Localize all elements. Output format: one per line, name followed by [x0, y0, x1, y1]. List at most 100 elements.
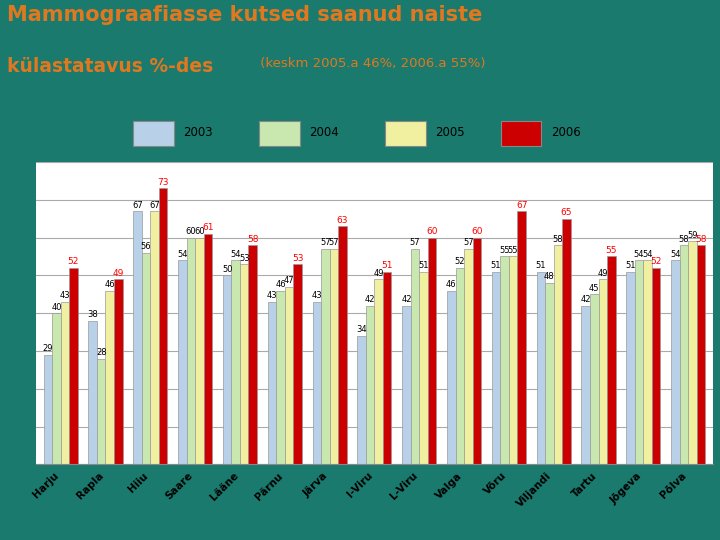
Text: 29: 29 [42, 345, 53, 353]
Bar [545, 283, 554, 464]
Bar [374, 279, 383, 464]
Text: 56: 56 [140, 242, 151, 251]
Text: 59: 59 [687, 231, 698, 240]
Bar [321, 249, 330, 464]
Bar [447, 291, 456, 464]
FancyBboxPatch shape [501, 121, 541, 145]
Text: 67: 67 [132, 201, 143, 210]
Text: 67: 67 [149, 201, 160, 210]
Text: 60: 60 [186, 227, 196, 236]
Bar [518, 211, 526, 464]
Bar [697, 245, 705, 464]
Bar [231, 260, 240, 464]
Bar [97, 359, 105, 464]
Text: 51: 51 [536, 261, 546, 270]
Text: 49: 49 [112, 269, 124, 278]
Text: 42: 42 [401, 295, 412, 304]
Text: 55: 55 [606, 246, 617, 255]
Text: 53: 53 [239, 254, 250, 262]
Text: 45: 45 [589, 284, 600, 293]
Bar [472, 238, 481, 464]
Bar [410, 249, 419, 464]
Bar [133, 211, 142, 464]
Bar [293, 264, 302, 464]
Bar [276, 291, 284, 464]
Text: 2004: 2004 [310, 126, 339, 139]
Text: 46: 46 [446, 280, 456, 289]
Text: 34: 34 [356, 326, 367, 334]
Bar [159, 188, 167, 464]
Text: 42: 42 [365, 295, 375, 304]
Bar [536, 272, 545, 464]
Bar [635, 260, 644, 464]
Text: 49: 49 [374, 269, 384, 278]
Text: 2006: 2006 [552, 126, 581, 139]
Bar [240, 264, 248, 464]
Bar [671, 260, 680, 464]
Bar [338, 226, 346, 464]
Text: 57: 57 [410, 239, 420, 247]
Text: 57: 57 [320, 239, 330, 247]
Bar [284, 287, 293, 464]
Text: 51: 51 [625, 261, 636, 270]
Text: 60: 60 [426, 227, 438, 236]
Text: 51: 51 [491, 261, 501, 270]
Text: 60: 60 [471, 227, 482, 236]
Bar [590, 294, 598, 464]
Text: 42: 42 [580, 295, 591, 304]
Bar [456, 268, 464, 464]
Text: 54: 54 [230, 250, 241, 259]
Bar [383, 272, 392, 464]
Bar [105, 291, 114, 464]
Bar [464, 249, 472, 464]
Text: 40: 40 [51, 303, 62, 312]
Text: 60: 60 [194, 227, 204, 236]
Bar [178, 260, 186, 464]
Text: 28: 28 [96, 348, 107, 357]
Bar [562, 219, 571, 464]
Text: 73: 73 [157, 178, 168, 187]
Text: 54: 54 [670, 250, 680, 259]
Bar [607, 256, 616, 464]
Text: 50: 50 [222, 265, 233, 274]
Bar [223, 275, 231, 464]
Bar [652, 268, 660, 464]
Bar [195, 238, 204, 464]
FancyBboxPatch shape [259, 121, 300, 145]
Bar [688, 241, 697, 464]
Bar [204, 234, 212, 464]
Text: 47: 47 [284, 276, 294, 285]
Bar [428, 238, 436, 464]
Bar [582, 306, 590, 464]
Bar [500, 256, 509, 464]
Text: 46: 46 [275, 280, 286, 289]
Text: 57: 57 [328, 239, 339, 247]
Text: 51: 51 [382, 261, 393, 270]
Text: 46: 46 [104, 280, 115, 289]
Text: 61: 61 [202, 224, 214, 232]
Text: 63: 63 [337, 216, 348, 225]
Text: 53: 53 [292, 254, 303, 262]
Text: 58: 58 [678, 235, 689, 244]
Text: 54: 54 [642, 250, 653, 259]
Text: 55: 55 [500, 246, 510, 255]
Bar [248, 245, 257, 464]
Text: külastatavus %-des: külastatavus %-des [7, 57, 213, 76]
Text: 52: 52 [68, 258, 79, 266]
Text: 43: 43 [312, 292, 322, 300]
Bar [330, 249, 338, 464]
Text: Mammograafiasse kutsed saanud naiste: Mammograafiasse kutsed saanud naiste [7, 5, 482, 25]
Bar [44, 355, 52, 464]
Text: 57: 57 [463, 239, 474, 247]
Text: 67: 67 [516, 201, 527, 210]
Bar [150, 211, 159, 464]
Text: 52: 52 [454, 258, 465, 266]
Text: 55: 55 [508, 246, 518, 255]
Bar [312, 302, 321, 464]
Text: 54: 54 [177, 250, 188, 259]
Bar [366, 306, 374, 464]
Bar [357, 336, 366, 464]
Bar [554, 245, 562, 464]
Bar [89, 321, 97, 464]
Bar [268, 302, 276, 464]
